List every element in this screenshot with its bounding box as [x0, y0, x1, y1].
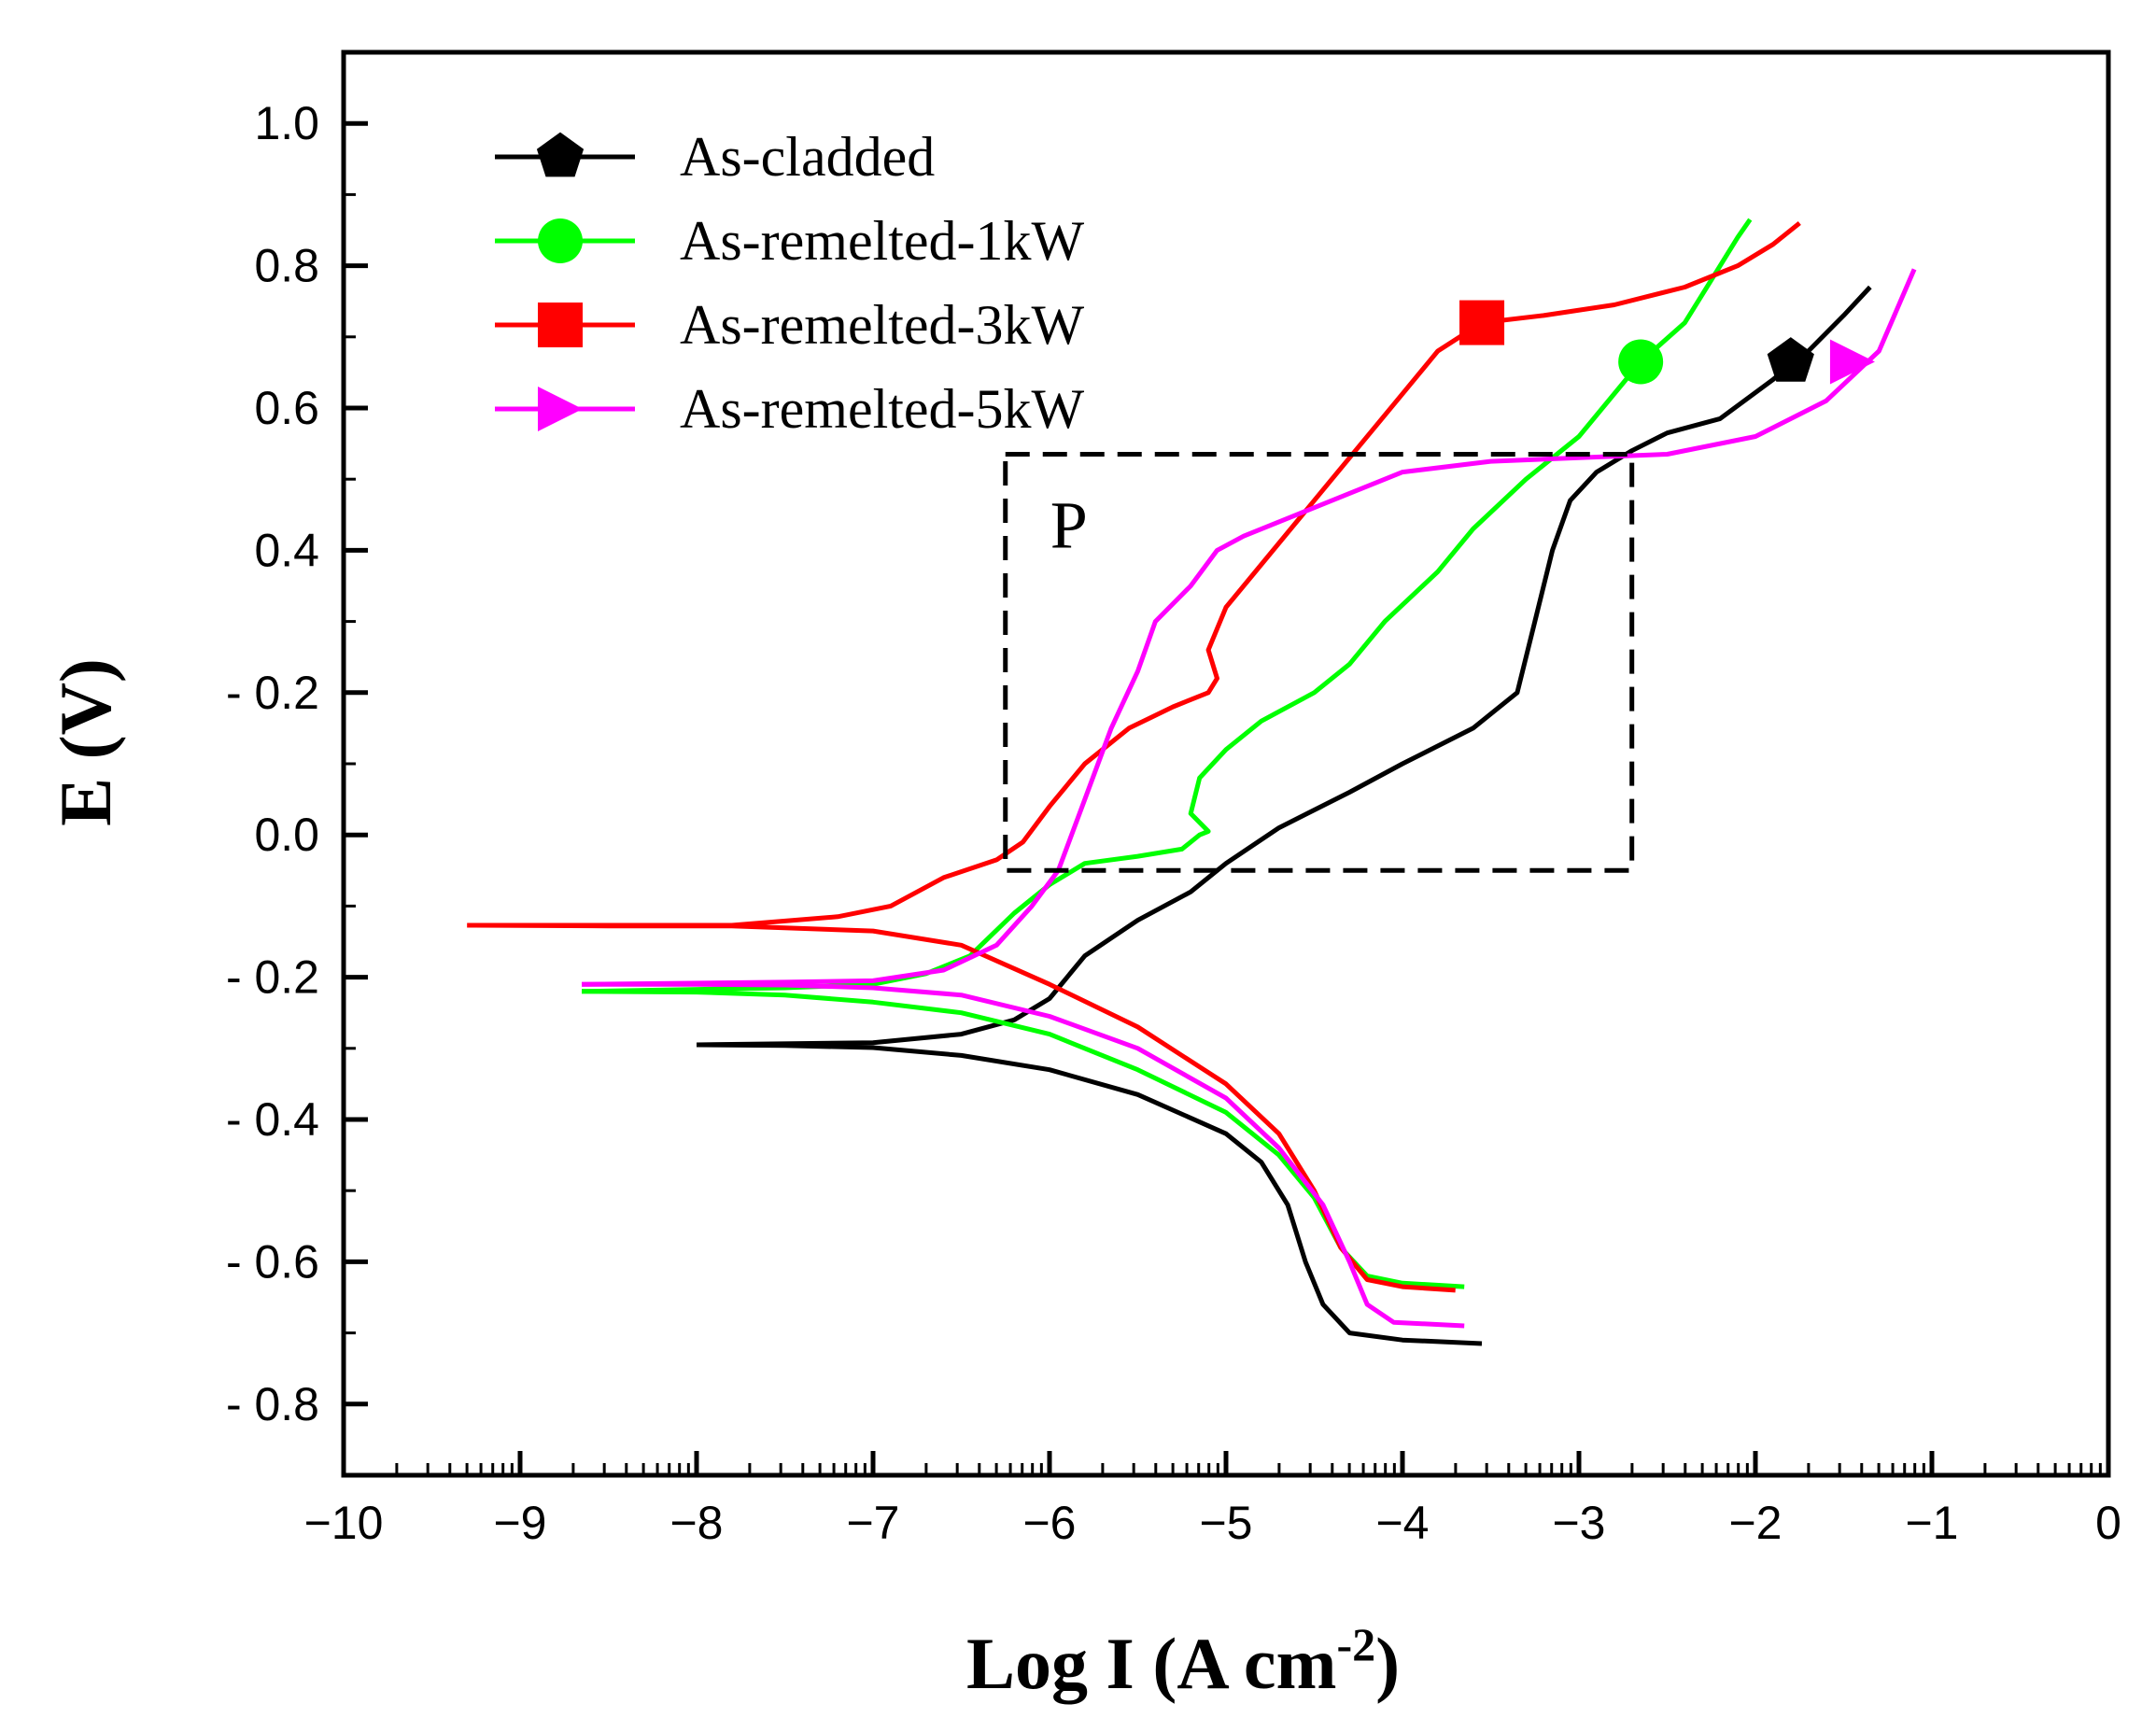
- series-marker-as-remelted-5kw: [1829, 339, 1875, 385]
- x-tick-label: 0: [2095, 1497, 2121, 1549]
- y-tick-label: 0.4: [254, 524, 319, 576]
- legend-label-as-remelted-3kw: As-remelted-3kW: [680, 294, 1085, 356]
- annotation-layer: P: [1003, 452, 1635, 873]
- legend-label-as-cladded: As-cladded: [680, 126, 935, 188]
- y-axis: 1.0 0.8 0.6 0.4 - 0.2 0.0 - 0.2 - 0.4 - 0.6 - 0.8: [226, 97, 368, 1477]
- x-tick-label: −10: [304, 1497, 384, 1549]
- legend: As-cladded As-remelted-1kW As-remelted-3kW…: [495, 126, 1085, 440]
- legend-marker-as-remelted-5kw: [538, 387, 583, 431]
- x-tick-label: −7: [846, 1497, 899, 1549]
- x-axis: −10 −9 −8 −7 −6 −5 −4 −3 −2 −1 0: [304, 1451, 2121, 1549]
- legend-label-as-remelted-1kw: As-remelted-1kW: [680, 210, 1085, 272]
- region-p-box: [1003, 452, 1635, 873]
- series-line-as-remelted-3kw-anodic: [467, 220, 1801, 928]
- series-marker-as-cladded: [1767, 337, 1814, 382]
- x-tick-label: −1: [1905, 1497, 1958, 1549]
- x-axis-title-main: Log I (A cm: [966, 1623, 1336, 1704]
- y-tick-label: 0.8: [254, 240, 319, 292]
- x-tick-label: −9: [493, 1497, 546, 1549]
- x-tick-label: −6: [1022, 1497, 1076, 1549]
- plot-frame: [341, 49, 2111, 1478]
- region-p-label: P: [1050, 488, 1088, 563]
- y-tick-label: - 0.2: [226, 951, 319, 1004]
- y-tick-label: 0.0: [254, 809, 319, 861]
- series-line-as-remelted-1kw-anodic: [582, 218, 1753, 994]
- series-marker-as-remelted-1kw: [1618, 339, 1664, 385]
- legend-marker-as-remelted-3kw: [538, 303, 583, 347]
- x-axis-title: Log I (A cm-2): [966, 1618, 1400, 1704]
- legend-marker-as-cladded: [536, 132, 585, 177]
- legend-marker-as-remelted-1kw: [538, 218, 583, 263]
- x-axis-title-close: ): [1375, 1623, 1400, 1704]
- y-tick-label: - 0.2: [226, 667, 319, 719]
- y-tick-label: - 0.4: [226, 1093, 319, 1146]
- series-line-as-remelted-1kw-cathodic: [582, 989, 1465, 1289]
- y-tick-label: 0.6: [254, 382, 319, 434]
- series-line-as-remelted-3kw-cathodic: [467, 922, 1456, 1293]
- x-tick-label: −4: [1375, 1497, 1429, 1549]
- legend-label-as-remelted-5kw: As-remelted-5kW: [680, 378, 1085, 440]
- series-line-as-remelted-5kw-cathodic: [582, 981, 1465, 1329]
- x-tick-label: −3: [1552, 1497, 1605, 1549]
- series-line-as-remelted-5kw-anodic: [582, 268, 1917, 987]
- series-marker-as-remelted-3kw: [1459, 300, 1505, 345]
- x-axis-title-superscript: -2: [1336, 1618, 1375, 1670]
- y-tick-label: - 0.8: [226, 1378, 319, 1430]
- series-line-as-cladded-cathodic: [696, 1042, 1483, 1346]
- y-axis-title: E (V): [45, 658, 126, 826]
- x-tick-label: −2: [1728, 1497, 1782, 1549]
- y-tick-label: - 0.6: [226, 1235, 319, 1288]
- markers-layer: [1459, 300, 1875, 385]
- curves-layer: [467, 218, 1917, 1346]
- x-tick-label: −8: [669, 1497, 723, 1549]
- series-line-as-cladded-anodic: [696, 285, 1872, 1048]
- x-tick-label: −5: [1199, 1497, 1252, 1549]
- y-tick-label: 1.0: [254, 97, 319, 149]
